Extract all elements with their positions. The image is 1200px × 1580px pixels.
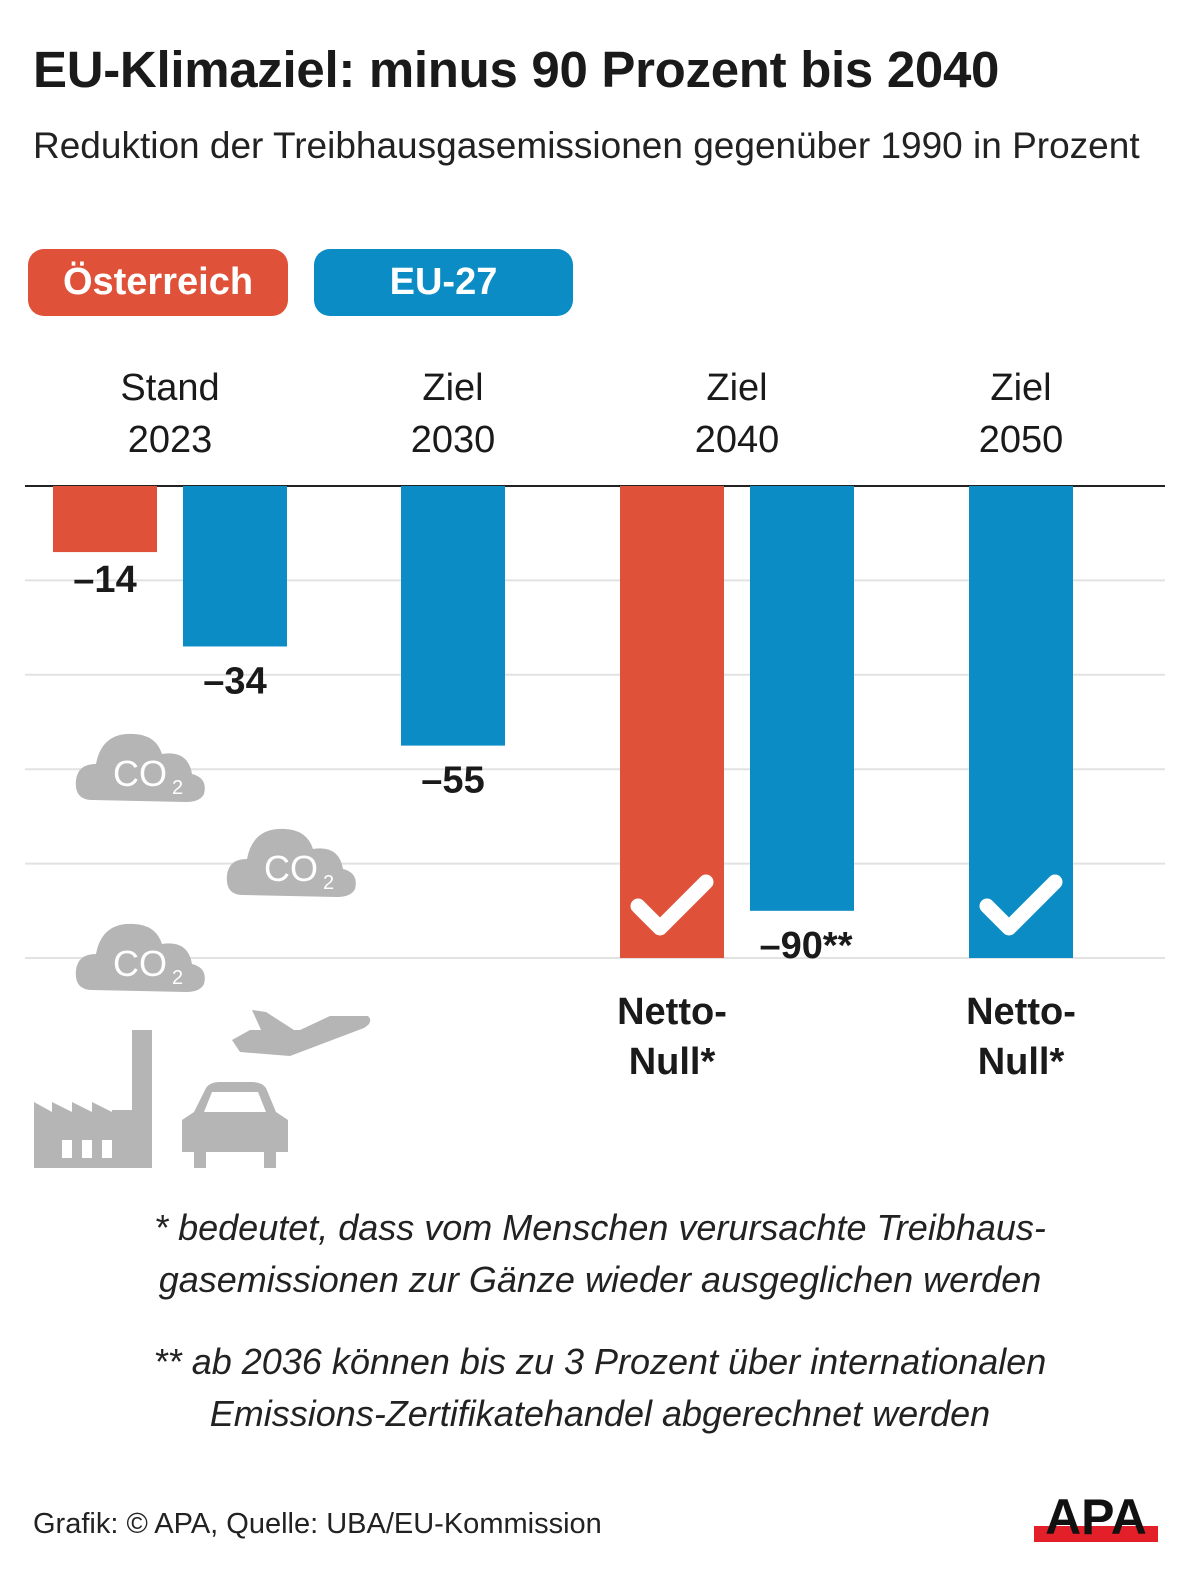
category-year-label: 2023 — [128, 419, 213, 461]
footnote-1: * bedeutet, dass vom Menschen verursacht… — [0, 1202, 1200, 1306]
checkmark-icon — [630, 874, 714, 936]
netto-null-label: Null* — [629, 1041, 716, 1083]
value-label: –34 — [203, 660, 266, 702]
svg-text:APA: APA — [1045, 1490, 1147, 1545]
airplane-icon — [232, 1010, 371, 1056]
footnote-1-line-2: gasemissionen zur Gänze wieder ausgeglic… — [158, 1259, 1042, 1300]
category-label: Ziel — [990, 367, 1051, 409]
category-year-label: 2050 — [979, 419, 1064, 461]
bar-eu27 — [401, 486, 505, 746]
footnote-1-line-1: * bedeutet, dass vom Menschen verursacht… — [154, 1207, 1046, 1248]
category-label: Ziel — [706, 367, 767, 409]
netto-null-label: Netto- — [617, 991, 727, 1033]
chart-title: EU-Klimaziel: minus 90 Prozent bis 2040 — [33, 41, 1000, 98]
factory-icon — [34, 1030, 152, 1168]
value-label: –90** — [760, 925, 853, 967]
value-label: –55 — [421, 760, 484, 802]
co2-subscript: 2 — [323, 872, 334, 894]
co2-cloud-icon: CO 2 — [226, 828, 356, 897]
cloud-shape — [75, 733, 205, 802]
footnote-2: ** ab 2036 können bis zu 3 Prozent über … — [0, 1336, 1200, 1440]
chart-subtitle: Reduktion der Treibhausgasemissionen geg… — [33, 125, 1140, 166]
value-label: –14 — [73, 559, 136, 601]
category-label: Stand — [120, 367, 219, 409]
bar-chart: CO 2CO 2CO 2Stand2023Ziel2030Ziel2040Ziel20… — [25, 367, 1165, 1168]
co2-cloud-icon: CO 2 — [75, 733, 205, 802]
source-credit: Grafik: © APA, Quelle: UBA/EU-Kommission — [33, 1508, 602, 1540]
cloud-shape — [226, 828, 356, 897]
netto-null-label: Netto- — [966, 991, 1076, 1033]
footnote-2-line-2: Emissions-Zertifikatehandel abgerechnet … — [209, 1393, 991, 1434]
co2-cloud-icon: CO 2 — [75, 923, 205, 992]
category-label: Ziel — [422, 367, 483, 409]
apa-logo: APA — [1034, 1490, 1158, 1545]
co2-label: CO — [113, 753, 167, 794]
legend-eu27: EU-27 — [314, 249, 573, 316]
car-icon — [182, 1082, 288, 1168]
legend-oesterreich: Österreich — [28, 249, 288, 316]
netto-null-label: Null* — [978, 1041, 1065, 1083]
co2-subscript: 2 — [172, 777, 183, 799]
cloud-shape — [75, 923, 205, 992]
co2-label: CO — [264, 848, 318, 889]
bar-eu27 — [750, 486, 854, 911]
footnote-2-line-1: ** ab 2036 können bis zu 3 Prozent über … — [153, 1341, 1047, 1382]
co2-subscript: 2 — [172, 967, 183, 989]
bar-oesterreich — [53, 486, 157, 553]
category-year-label: 2040 — [695, 419, 780, 461]
bar-eu27 — [183, 486, 287, 647]
category-year-label: 2030 — [411, 419, 496, 461]
checkmark-icon — [979, 874, 1063, 936]
co2-label: CO — [113, 943, 167, 984]
